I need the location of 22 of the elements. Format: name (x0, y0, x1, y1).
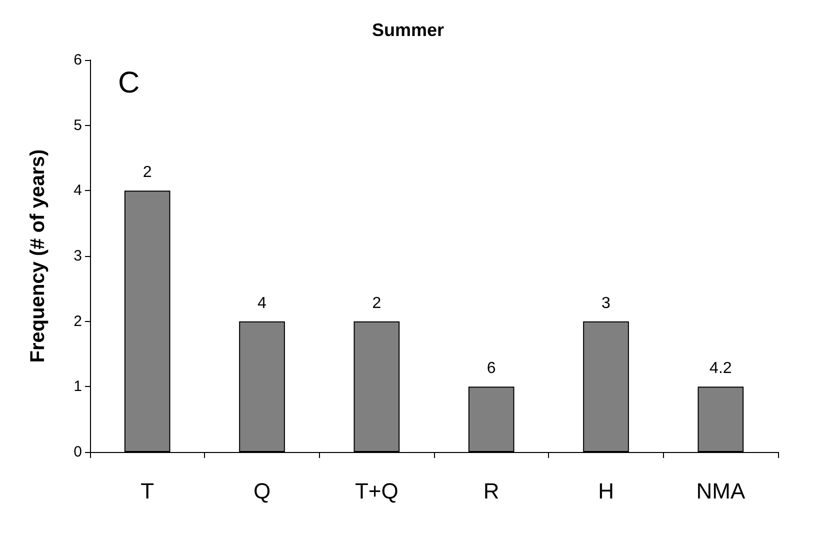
annotation: 6 (486, 360, 496, 378)
y-axis-title: Frequency (# of years) (27, 149, 49, 363)
x-tick-label: T+Q (354, 478, 398, 504)
y-tick-label: 0 (74, 444, 82, 460)
x-tick-label: T (140, 478, 154, 504)
annotation: 4 (258, 294, 267, 312)
y-tick-label: 4 (74, 182, 82, 200)
x-tick-label: Q (253, 478, 271, 504)
chart-title: Summer (372, 20, 444, 40)
y-tick-label: 6 (74, 52, 82, 68)
y-tick-label: 5 (74, 116, 82, 134)
annotation: 2 (142, 164, 152, 182)
annotation: 3 (602, 294, 611, 312)
x-tick-label: NMA (696, 478, 746, 504)
x-tick-label: R (483, 478, 500, 504)
y-tick-label: 1 (74, 378, 82, 396)
y-tick-label: 2 (74, 312, 82, 330)
annotation: 2 (372, 294, 382, 312)
annotation: 4.2 (710, 360, 732, 378)
x-tick-label: H (598, 478, 614, 504)
annotation: C (118, 66, 140, 100)
y-tick-label: 3 (74, 248, 82, 264)
